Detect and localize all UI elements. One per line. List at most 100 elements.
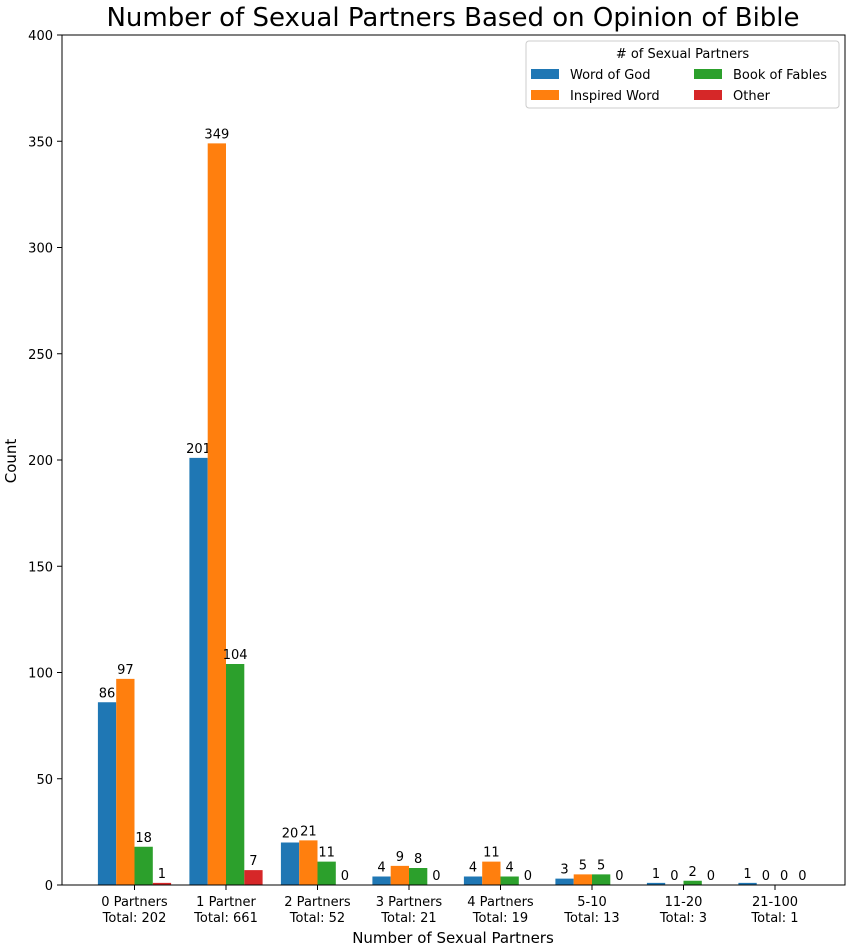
bar-book-of-fables	[226, 664, 245, 885]
x-tick-label: 4 Partners Total: 19	[467, 895, 534, 926]
bar-word-of-god	[189, 457, 208, 885]
bar-value-label: 349	[204, 127, 229, 142]
legend-title: # of Sexual Partners	[616, 47, 750, 62]
bar-value-label: 11	[483, 846, 500, 861]
bar-value-label: 201	[186, 442, 211, 457]
bar-value-label: 1	[158, 867, 166, 882]
bar-word-of-god	[97, 702, 117, 885]
bar-inspired-word	[482, 861, 501, 885]
bar-value-label: 21	[300, 824, 317, 839]
bar-value-label: 20	[282, 827, 299, 842]
bar-word-of-god	[555, 878, 574, 885]
x-tick-label: 11-20 Total: 3	[659, 895, 707, 926]
x-tick-label-line: Total: 1	[750, 911, 798, 926]
bar-value-label: 2	[689, 865, 697, 880]
legend-item-label: Book of Fables	[733, 68, 827, 83]
bar-value-label: 0	[762, 869, 770, 884]
legend-item-label: Word of God	[570, 68, 651, 83]
bar-value-label: 9	[396, 850, 404, 865]
x-tick-label: 21-100 Total: 1	[750, 895, 798, 926]
bar-value-label: 5	[597, 858, 605, 873]
y-axis-label: Count	[2, 439, 20, 484]
y-tick-label: 400	[28, 29, 53, 44]
bar-value-label: 0	[524, 869, 532, 884]
bar-book-of-fables	[683, 880, 702, 885]
bar-value-label: 1	[743, 867, 751, 882]
bar-book-of-fables	[592, 874, 611, 885]
x-tick-label: 2 Partners Total: 52	[284, 895, 351, 926]
bar-word-of-god	[280, 842, 300, 885]
bar-value-label: 0	[798, 869, 806, 884]
bar-inspired-word	[299, 840, 318, 885]
legend: # of Sexual Partners Word of God Inspired …	[525, 40, 840, 109]
x-tick-label: 0 Partners Total: 202	[101, 895, 168, 926]
x-tick-label-line: Total: 202	[102, 911, 167, 926]
x-tick-label-line: 4 Partners	[467, 895, 534, 910]
bar-inspired-word	[390, 865, 409, 885]
x-tick-label-line: 1 Partner	[196, 895, 256, 910]
x-tick-label-line: Total: 21	[380, 911, 436, 926]
bar-value-label: 86	[99, 686, 116, 701]
y-tick-label: 200	[28, 454, 53, 469]
bar-word-of-god	[372, 876, 391, 885]
bar-value-label: 97	[117, 663, 134, 678]
y-tick-label: 150	[28, 560, 53, 575]
bar-value-label: 4	[469, 861, 477, 876]
x-tick-label-line: Total: 661	[193, 911, 258, 926]
x-tick-label-line: 0 Partners	[101, 895, 168, 910]
legend-swatch	[694, 69, 722, 79]
x-tick-label: 5-10 Total: 13	[563, 895, 619, 926]
x-axis-label: Number of Sexual Partners	[352, 929, 554, 947]
bar-value-label: 0	[341, 869, 349, 884]
legend-box	[525, 40, 840, 109]
bar-inspired-word	[116, 678, 135, 885]
bar-value-label: 0	[670, 869, 678, 884]
bar-value-label: 1	[652, 867, 660, 882]
bar-value-label: 3	[560, 863, 568, 878]
x-tick-label-line: Total: 13	[563, 911, 619, 926]
x-tick-label-line: 21-100	[752, 895, 798, 910]
y-tick-label: 100	[28, 667, 53, 682]
legend-swatch	[694, 90, 722, 100]
bar-value-label: 0	[780, 869, 788, 884]
bar-other	[244, 870, 263, 885]
y-tick-label: 50	[36, 773, 53, 788]
x-tick-label-line: Total: 19	[472, 911, 528, 926]
x-tick-label-line: Total: 3	[659, 911, 707, 926]
legend-item-label: Other	[733, 89, 771, 104]
bar-value-label: 0	[707, 869, 715, 884]
bar-value-label: 0	[432, 869, 440, 884]
bar-value-label: 18	[135, 831, 152, 846]
bar-value-label: 8	[414, 852, 422, 867]
x-tick-label-line: 3 Partners	[376, 895, 443, 910]
bar-value-label: 11	[318, 846, 335, 861]
x-tick-label-line: 11-20	[665, 895, 703, 910]
bar-other	[152, 882, 172, 885]
bar-inspired-word	[207, 143, 226, 885]
bar-book-of-fables	[409, 868, 428, 885]
chart-title: Number of Sexual Partners Based on Opini…	[106, 3, 799, 33]
bar-value-label: 7	[249, 854, 257, 869]
bar-book-of-fables	[317, 861, 336, 885]
x-tick-label: 3 Partners Total: 21	[376, 895, 443, 926]
bar-word-of-god	[646, 882, 666, 885]
x-tick-label-line: 2 Partners	[284, 895, 351, 910]
x-tick-label-line: Total: 52	[289, 911, 345, 926]
legend-item-label: Inspired Word	[570, 89, 660, 104]
bar-value-label: 104	[223, 648, 248, 663]
y-tick-label: 350	[28, 135, 53, 150]
y-tick-label: 250	[28, 348, 53, 363]
bar-word-of-god	[738, 882, 757, 885]
legend-swatch	[531, 69, 559, 79]
bar-word-of-god	[463, 876, 483, 885]
bar-value-label: 4	[506, 861, 514, 876]
bar-inspired-word	[573, 874, 592, 885]
bar-value-label: 0	[615, 869, 623, 884]
bar-value-label: 4	[377, 861, 385, 876]
y-tick-label: 300	[28, 242, 53, 257]
bar-value-label: 5	[579, 858, 587, 873]
y-tick-label: 0	[45, 879, 53, 894]
legend-swatch	[531, 90, 559, 100]
